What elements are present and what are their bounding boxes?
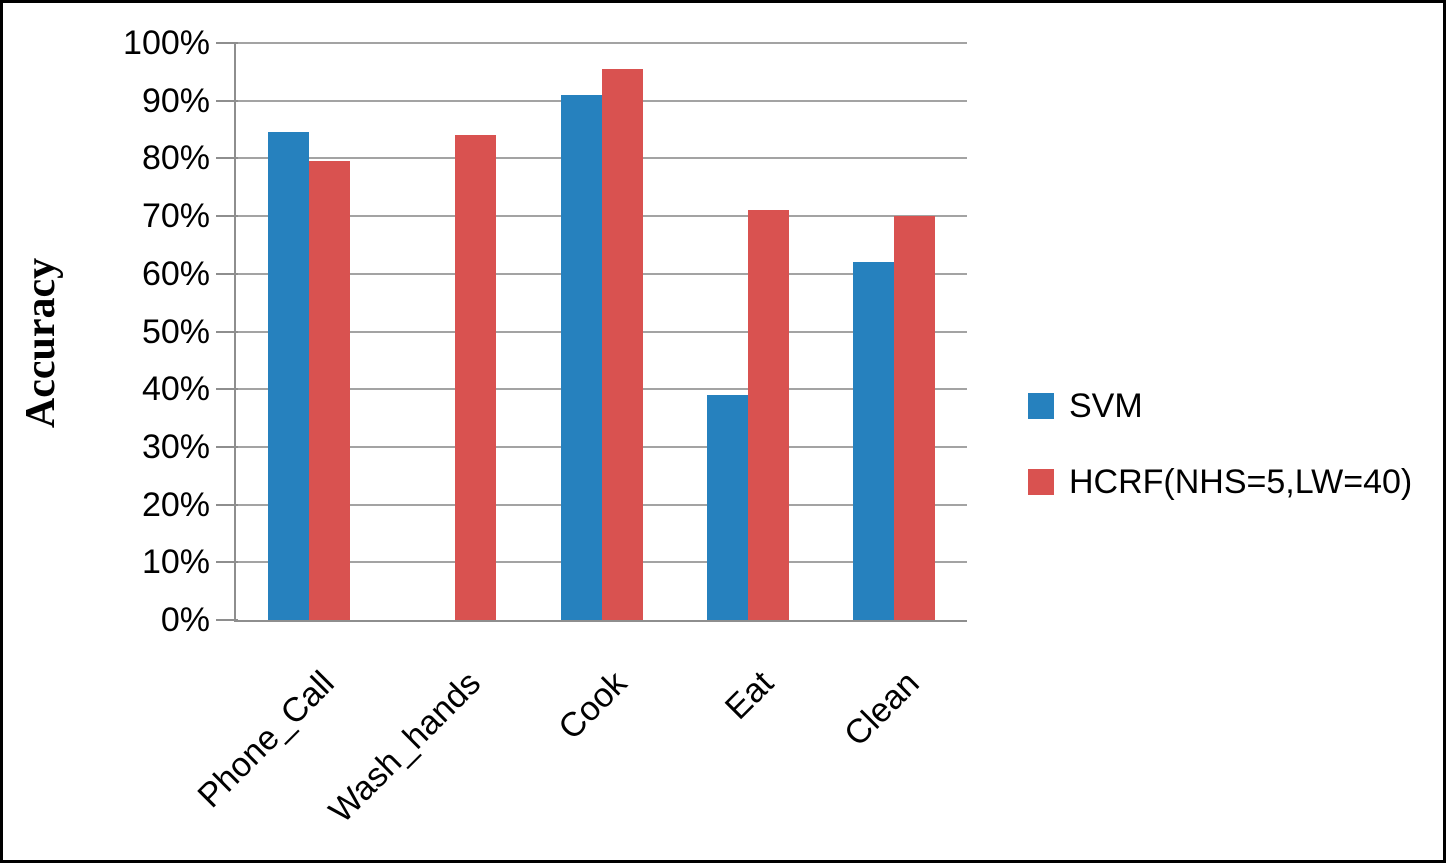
plot-area — [216, 42, 967, 622]
gridline — [236, 42, 967, 44]
bar-hcrf-nhs-5-lw-40-eat — [748, 210, 789, 620]
y-axis-tick-label: 80% — [141, 139, 210, 177]
bar-hcrf-nhs-5-lw-40-wash-hands — [455, 135, 496, 620]
legend-swatch-icon — [1028, 393, 1054, 419]
legend: SVM HCRF(NHS=5,LW=40) — [1028, 387, 1413, 501]
bar-hcrf-nhs-5-lw-40-cook — [602, 69, 643, 620]
bar-hcrf-nhs-5-lw-40-phone-call — [309, 161, 350, 620]
legend-item: HCRF(NHS=5,LW=40) — [1028, 463, 1413, 501]
y-axis-tick-label: 100% — [123, 24, 210, 62]
x-axis-label-wash-hands: Wash_hands — [321, 664, 488, 831]
y-axis-tick-label: 90% — [141, 82, 210, 120]
bar-svm-cook — [561, 95, 602, 620]
y-axis-tick-mark — [216, 331, 238, 333]
y-axis-tick-mark — [216, 215, 238, 217]
bar-svm-phone-call — [268, 132, 309, 620]
bar-svm-eat — [707, 395, 748, 620]
y-axis-tick-mark — [216, 42, 238, 44]
y-axis-tick-label: 10% — [141, 543, 210, 581]
x-axis-label-phone-call: Phone_Call — [190, 664, 342, 816]
legend-label: HCRF(NHS=5,LW=40) — [1069, 463, 1413, 501]
y-axis-tick-label: 60% — [141, 255, 210, 293]
x-axis-label-clean: Clean — [837, 664, 927, 754]
legend-swatch-icon — [1028, 469, 1054, 495]
y-axis-tick-mark — [216, 100, 238, 102]
y-axis-tick-mark — [216, 157, 238, 159]
legend-item: SVM — [1028, 387, 1412, 425]
legend-label: SVM — [1069, 387, 1143, 425]
y-axis-tick-label: 20% — [141, 486, 210, 524]
y-axis-tick-mark — [216, 388, 238, 390]
y-axis-tick-mark — [216, 273, 238, 275]
y-axis-tick-label: 50% — [141, 313, 210, 351]
y-axis-tick-mark — [216, 446, 238, 448]
y-axis-tick-mark — [216, 561, 238, 563]
y-axis-title: Accuracy — [18, 257, 64, 429]
y-axis-tick-label: 30% — [141, 428, 210, 466]
bar-svm-clean — [853, 262, 894, 620]
y-axis-tick-mark — [216, 619, 238, 621]
y-axis-tick-label: 40% — [141, 370, 210, 408]
bar-hcrf-nhs-5-lw-40-clean — [894, 216, 935, 620]
y-axis-tick-mark — [216, 504, 238, 506]
y-axis-tick-label: 70% — [141, 197, 210, 235]
y-axis-tick-label: 0% — [160, 601, 210, 639]
x-axis-label-eat: Eat — [717, 664, 781, 727]
x-axis-label-cook: Cook — [550, 664, 634, 747]
